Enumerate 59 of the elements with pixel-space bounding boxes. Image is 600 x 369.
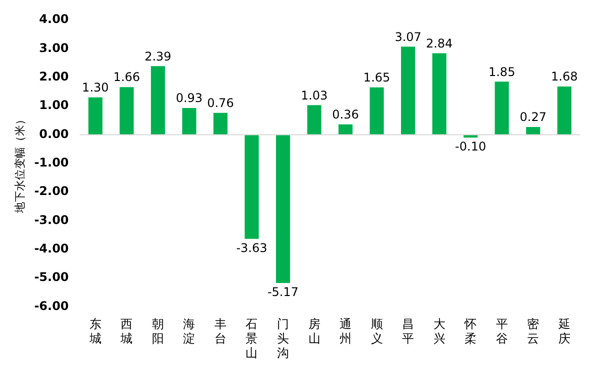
data-label: 1.85 [488,64,516,79]
data-label: -3.63 [236,240,268,255]
data-label: 1.66 [113,70,140,84]
x-tick-label: 延庆 [557,317,570,346]
bar [244,134,259,239]
bar [150,66,165,135]
data-label: 0.76 [207,96,234,110]
bar [182,108,196,135]
y-tick-label: 1.00 [39,98,69,112]
x-tick-label: 昌平 [402,317,414,346]
x-tick-label: 朝阳 [152,317,164,346]
bar [276,134,290,283]
bar [432,53,446,135]
bar [494,82,509,135]
bar [88,97,102,135]
data-label: 1.30 [82,80,109,95]
x-tick-label: 怀柔 [464,317,477,346]
data-label: -0.10 [455,140,486,154]
y-tick-label: -4.00 [34,242,69,256]
data-label: 2.84 [426,36,453,50]
data-label: -5.17 [267,285,299,300]
x-tick-label: 海淀 [183,317,196,346]
data-label: 3.07 [394,30,422,44]
x-tick-label: 西城 [120,317,133,346]
x-tick-label: 通州 [340,317,352,346]
x-tick-label: 房山 [308,317,320,346]
data-label: 0.36 [332,108,359,122]
data-label: 1.65 [363,70,390,85]
x-tick-label: 密云 [527,317,540,346]
data-label: 0.93 [176,91,203,106]
y-tick-label: 2.00 [39,69,69,84]
data-label: 0.27 [520,110,546,124]
bar [213,112,228,135]
bar [557,86,572,135]
y-tick-label: -5.00 [34,270,69,284]
x-tick-label: 平谷 [496,317,508,346]
x-tick-label: 东城 [88,317,102,346]
data-label: 2.39 [144,49,172,64]
y-tick-label: 0.00 [39,126,69,141]
bar [338,124,353,135]
x-tick-label: 门头沟 [277,317,289,360]
y-tick-label: -2.00 [34,184,69,198]
x-tick-label: 丰台 [214,317,226,346]
x-tick-label: 石景山 [246,317,258,360]
y-tick-label: -6.00 [34,298,69,313]
x-tick-label: 大兴 [433,317,446,346]
bar [526,126,540,135]
bar [401,46,416,135]
bar [370,87,384,135]
bar [307,105,322,135]
data-label: 1.03 [300,88,328,102]
y-tick-label: -3.00 [34,212,69,227]
x-tick-label: 顺义 [370,317,383,346]
bar [120,87,134,135]
y-tick-label: 4.00 [39,12,69,26]
data-label: 1.68 [551,70,578,84]
y-axis-title: 地下水位变幅（米） [13,114,26,214]
y-tick-label: -1.00 [34,156,69,170]
y-tick-label: 3.00 [39,40,69,55]
